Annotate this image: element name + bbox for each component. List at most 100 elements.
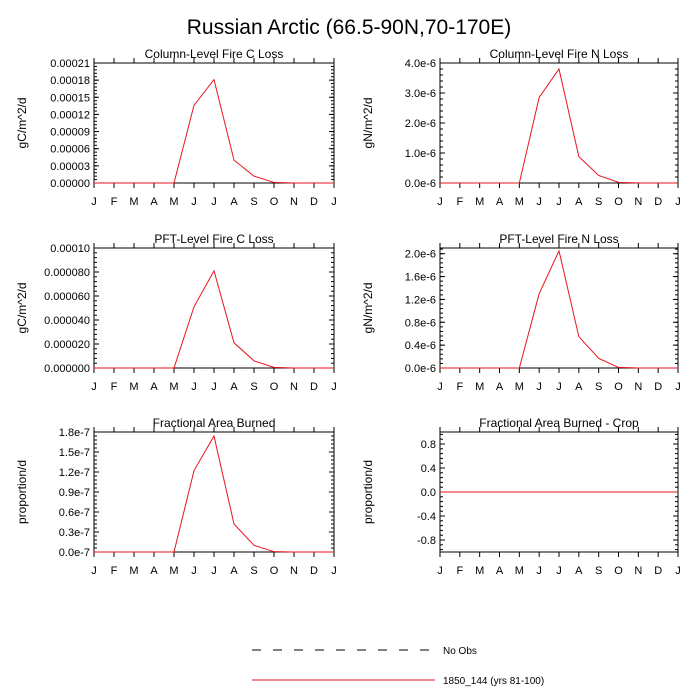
legend-label: 1850_144 (yrs 81-100) [443,676,544,687]
x-tick-label: S [250,196,257,208]
x-tick-label: M [515,381,524,393]
x-tick-label: O [614,381,623,393]
x-tick-label: M [129,196,138,208]
x-tick-label: N [290,381,298,393]
y-tick-label: 0.0 [421,487,436,499]
series-line [94,78,334,184]
y-axis-label: gC/m^2/d [15,98,29,149]
x-tick-label: J [556,381,562,393]
x-tick-label: M [169,381,178,393]
series-line [440,67,678,184]
x-tick-label: J [536,196,542,208]
x-tick-label: N [634,381,642,393]
x-tick-label: J [91,196,97,208]
y-axis-label: proportion/d [15,460,29,524]
x-tick-label: J [91,381,97,393]
panel-4: PFT-Level Fire N Loss gN/m^2/d 0.0e-6 0.4e-… [361,232,681,393]
y-tick-label: 3.0e-6 [405,88,436,100]
x-tick-label: J [191,565,197,577]
panel-6: Fractional Area Burned - Crop proportion/… [361,416,681,577]
x-tick-label: A [575,196,583,208]
x-tick-label: J [556,196,562,208]
y-tick-label: 4.0e-6 [405,58,436,70]
x-tick-label: J [331,565,337,577]
x-tick-label: J [536,381,542,393]
x-tick-label: J [211,565,217,577]
x-tick-label: O [614,196,623,208]
panel-title: Fractional Area Burned - Crop [479,416,639,430]
y-tick-label: 0.00021 [50,58,90,70]
x-tick-label: S [595,196,602,208]
y-tick-label: 0.8 [421,439,436,451]
x-tick-label: O [270,381,279,393]
x-tick-label: F [111,565,118,577]
panel-title: PFT-Level Fire N Loss [499,232,618,246]
y-tick-label: 1.6e-6 [405,272,436,284]
x-tick-label: D [654,381,662,393]
x-tick-label: D [310,196,318,208]
x-tick-label: S [250,565,257,577]
panel-3: PFT-Level Fire C Loss gC/m^2/d 0.000000 0.0… [15,232,337,393]
x-tick-label: J [556,565,562,577]
x-tick-label: S [250,381,257,393]
y-tick-label: 0.3e-7 [59,527,90,539]
series-line [94,434,334,553]
legend: No Obs 1850_144 (yrs 81-100) [252,646,544,687]
y-axis-label: gN/m^2/d [361,98,375,149]
y-axis-label: gC/m^2/d [15,283,29,334]
x-tick-label: J [675,196,681,208]
y-tick-label: 0.00009 [50,127,90,139]
x-tick-label: A [150,196,158,208]
x-tick-label: A [230,196,238,208]
x-tick-label: A [575,565,583,577]
y-tick-label: 0.0e-6 [405,178,436,190]
y-tick-label: 0.0e-7 [59,547,90,559]
y-tick-label: 0.8e-6 [405,317,436,329]
x-tick-label: J [211,196,217,208]
x-tick-label: S [595,381,602,393]
x-tick-label: M [475,196,484,208]
x-tick-label: J [191,196,197,208]
x-tick-label: N [634,196,642,208]
x-tick-label: F [456,381,463,393]
y-tick-label: 0.4 [421,463,436,475]
y-tick-label: 1.5e-7 [59,447,90,459]
x-tick-label: A [496,381,504,393]
y-tick-label: 2.0e-6 [405,249,436,261]
x-tick-label: J [211,381,217,393]
y-tick-label: 1.2e-7 [59,467,90,479]
x-tick-label: J [536,565,542,577]
y-tick-label: 0.000040 [44,315,90,327]
y-tick-label: 0.6e-7 [59,507,90,519]
plot-frame [439,247,679,369]
y-tick-label: 0.000020 [44,339,90,351]
y-tick-label: 0.4e-6 [405,340,436,352]
x-tick-label: J [675,565,681,577]
x-tick-label: M [129,381,138,393]
y-tick-label: 0.00010 [50,243,90,255]
x-tick-label: A [230,381,238,393]
legend-label: No Obs [443,646,477,657]
x-tick-label: O [270,196,279,208]
panel-title: Fractional Area Burned [153,416,276,430]
x-tick-label: J [437,381,443,393]
series-line [94,269,334,369]
x-tick-label: N [290,196,298,208]
plot-frame [439,62,679,184]
y-tick-label: 0.0e-6 [405,363,436,375]
y-tick-label: 0.00018 [50,75,90,87]
panel-5: Fractional Area Burned proportion/d 0.0e-7… [15,416,337,577]
x-tick-label: D [654,196,662,208]
panel-1: Column-Level Fire C Loss gC/m^2/d 0.00000 0… [15,47,337,208]
y-tick-label: 0.00012 [50,109,90,121]
y-tick-label: 0.9e-7 [59,487,90,499]
x-tick-label: A [150,565,158,577]
y-axis-label: gN/m^2/d [361,283,375,334]
x-tick-label: A [575,381,583,393]
x-tick-label: J [437,196,443,208]
y-tick-label: -0.8 [417,535,436,547]
panel-title: Column-Level Fire N Loss [490,47,629,61]
x-tick-label: D [654,565,662,577]
y-tick-label: 0.000080 [44,267,90,279]
